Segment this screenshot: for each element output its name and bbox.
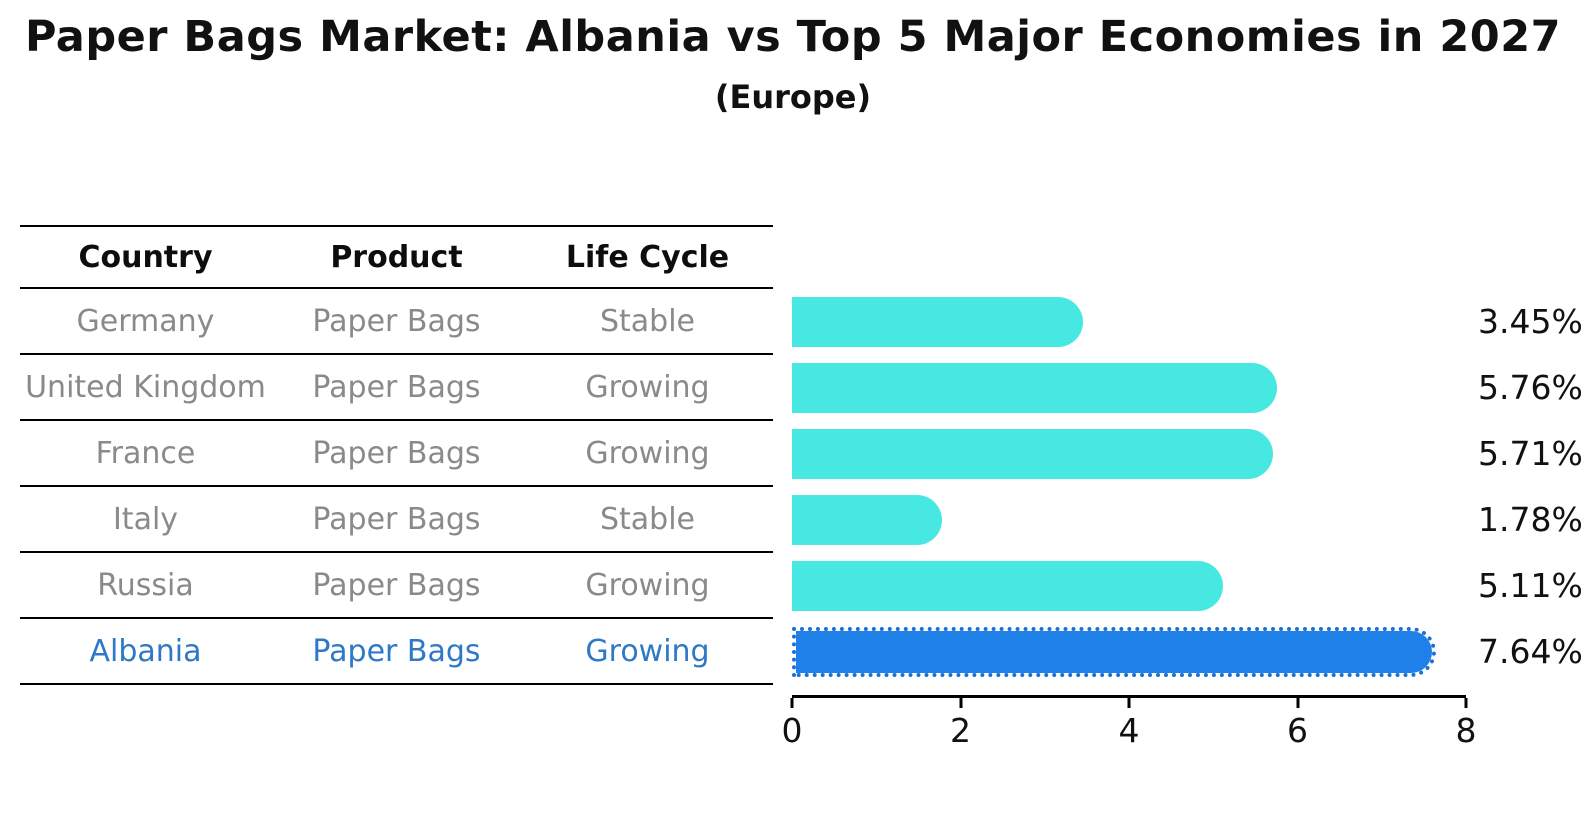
bar-row: 3.45%: [792, 289, 1586, 355]
table-row: United Kingdom Paper Bags Growing: [20, 355, 773, 421]
tick-mark: [1464, 698, 1468, 708]
bar-value-label: 3.45%: [1478, 302, 1583, 341]
chart-subtitle: (Europe): [714, 78, 872, 116]
bar-row: 7.64%: [792, 619, 1586, 685]
table-cell-country: Russia: [97, 567, 194, 603]
table-cell-product: Paper Bags: [312, 567, 481, 603]
tick-label: 6: [1287, 711, 1308, 750]
bar-row: 5.76%: [792, 355, 1586, 421]
bar: [792, 495, 942, 545]
table-cell-product: Paper Bags: [312, 435, 481, 471]
bar-chart: 3.45% 5.76% 5.71% 1.78% 5.11% 7.64%: [792, 289, 1586, 685]
column-header-life-cycle: Life Cycle: [565, 239, 730, 275]
x-axis: 0 2 4 6 8: [782, 695, 1477, 758]
table-row: Albania Paper Bags Growing: [20, 619, 773, 685]
tick-label: 0: [781, 711, 803, 750]
tick-mark: [1127, 698, 1131, 708]
table-cell-product: Paper Bags: [312, 501, 481, 537]
tick-mark: [1296, 698, 1299, 708]
tick-label: 2: [950, 711, 971, 750]
table-cell-life-cycle: Stable: [599, 303, 696, 339]
table-cell-country: Germany: [76, 303, 215, 339]
table-cell-product: Paper Bags: [312, 303, 481, 339]
table-cell-life-cycle: Growing: [585, 435, 710, 471]
bar: [792, 627, 1436, 677]
table-row: Germany Paper Bags Stable: [20, 289, 773, 355]
country-table: Country Product Life Cycle Germany Paper…: [20, 225, 773, 685]
table-body: Germany Paper Bags Stable United Kingdom…: [20, 289, 773, 685]
tick-label: 4: [1118, 711, 1140, 750]
bar: [792, 297, 1083, 347]
tick-mark: [790, 698, 794, 708]
column-header-product: Product: [330, 239, 463, 275]
tick-mark: [959, 698, 962, 708]
bar-value-label: 1.78%: [1478, 500, 1583, 539]
tick-label: 8: [1455, 711, 1477, 750]
bar-value-label: 5.11%: [1478, 566, 1583, 605]
bar-row: 1.78%: [792, 487, 1586, 553]
table-cell-life-cycle: Stable: [599, 501, 696, 537]
bar-row: 5.11%: [792, 553, 1586, 619]
table-cell-country: Albania: [89, 633, 202, 669]
column-header-country: Country: [78, 239, 213, 275]
bar-value-label: 5.71%: [1478, 434, 1583, 473]
table-cell-product: Paper Bags: [312, 633, 481, 669]
table-header-row: Country Product Life Cycle: [20, 225, 773, 289]
table-cell-product: Paper Bags: [312, 369, 481, 405]
table-row: Russia Paper Bags Growing: [20, 553, 773, 619]
bar: [792, 561, 1223, 611]
bar-value-label: 7.64%: [1478, 632, 1583, 671]
bar: [792, 363, 1278, 413]
table-cell-country: Italy: [112, 501, 179, 537]
table-row: Italy Paper Bags Stable: [20, 487, 773, 553]
table-cell-life-cycle: Growing: [585, 633, 710, 669]
table-row: France Paper Bags Growing: [20, 421, 773, 487]
table-cell-life-cycle: Growing: [585, 567, 710, 603]
bar-value-label: 5.76%: [1478, 368, 1583, 407]
table-cell-country: France: [95, 435, 196, 471]
table-cell-life-cycle: Growing: [585, 369, 710, 405]
bar: [792, 429, 1274, 479]
table-cell-country: United Kingdom: [25, 369, 266, 405]
bar-row: 5.71%: [792, 421, 1586, 487]
chart-title: Paper Bags Market: Albania vs Top 5 Majo…: [24, 12, 1562, 62]
